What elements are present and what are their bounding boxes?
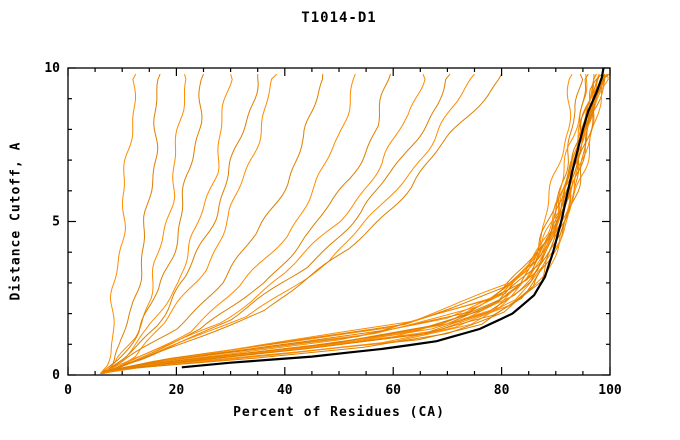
model-curve	[106, 73, 606, 373]
y-tick-label: 0	[52, 368, 60, 383]
model-curve	[108, 73, 503, 373]
x-tick-label: 60	[385, 383, 401, 398]
model-curve	[105, 73, 187, 373]
plot-border	[67, 67, 611, 376]
model-curve	[106, 73, 608, 373]
x-tick-label: 0	[64, 383, 72, 398]
x-tick-label: 80	[494, 383, 510, 398]
model-curve	[100, 73, 600, 374]
model-curve	[99, 73, 426, 374]
model-curve	[102, 73, 584, 374]
model-curve	[102, 73, 606, 373]
model-curve	[103, 73, 161, 374]
model-curve	[100, 74, 324, 374]
model-curve	[100, 73, 204, 374]
model-curve	[100, 73, 137, 374]
model-curve	[103, 73, 451, 373]
model-curve	[100, 73, 600, 374]
model-curve	[100, 73, 589, 374]
model-curve	[103, 74, 595, 373]
highlight-curve	[181, 68, 605, 369]
x-axis-label: Percent of Residues (CA)	[233, 405, 445, 420]
x-tick-label: 100	[598, 383, 622, 398]
model-curve	[102, 73, 600, 373]
model-curve	[105, 73, 233, 373]
model-curve	[102, 74, 259, 374]
y-tick-label: 10	[44, 61, 60, 76]
model-curve	[106, 73, 475, 373]
model-curve	[102, 73, 356, 374]
model-curve	[106, 73, 391, 373]
model-curve	[103, 73, 608, 374]
y-tick-label: 5	[52, 215, 60, 230]
x-tick-label: 20	[169, 383, 185, 398]
model-curve	[100, 74, 609, 374]
chart-title: T1014-D1	[301, 10, 377, 26]
x-tick-label: 40	[277, 383, 293, 398]
model-curve	[108, 73, 278, 373]
model-curve	[100, 73, 573, 374]
model-curve	[100, 74, 606, 374]
